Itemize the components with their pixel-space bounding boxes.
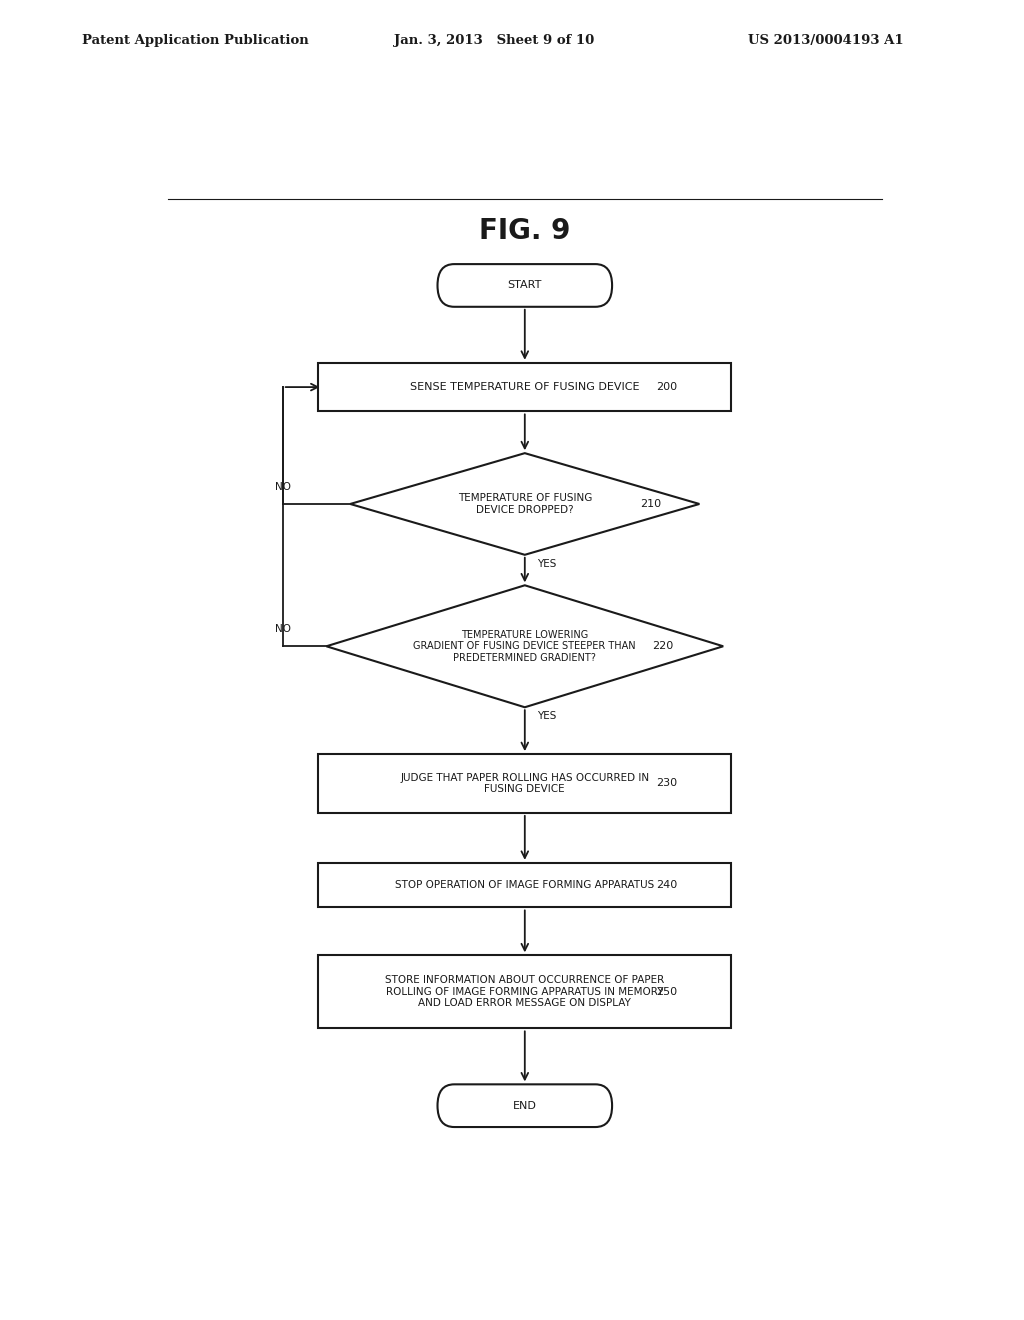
Text: 210: 210 bbox=[640, 499, 662, 510]
Text: TEMPERATURE LOWERING
GRADIENT OF FUSING DEVICE STEEPER THAN
PREDETERMINED GRADIE: TEMPERATURE LOWERING GRADIENT OF FUSING … bbox=[414, 630, 636, 663]
FancyBboxPatch shape bbox=[437, 1084, 612, 1127]
Bar bbox=[318, 754, 731, 813]
Polygon shape bbox=[350, 453, 699, 554]
Text: NO: NO bbox=[274, 482, 291, 492]
Text: FIG. 9: FIG. 9 bbox=[479, 218, 570, 246]
Text: 220: 220 bbox=[652, 642, 673, 651]
FancyBboxPatch shape bbox=[437, 264, 612, 306]
Bar bbox=[318, 863, 731, 907]
Polygon shape bbox=[327, 585, 723, 708]
Text: END: END bbox=[513, 1101, 537, 1110]
Text: Patent Application Publication: Patent Application Publication bbox=[82, 34, 308, 48]
Bar bbox=[318, 956, 731, 1028]
Text: START: START bbox=[508, 280, 542, 290]
Text: 230: 230 bbox=[655, 779, 677, 788]
Text: 250: 250 bbox=[655, 987, 677, 997]
Text: YES: YES bbox=[537, 558, 556, 569]
Text: NO: NO bbox=[274, 624, 291, 634]
Text: YES: YES bbox=[537, 711, 556, 721]
Text: Jan. 3, 2013   Sheet 9 of 10: Jan. 3, 2013 Sheet 9 of 10 bbox=[394, 34, 595, 48]
Text: 240: 240 bbox=[655, 880, 677, 890]
Text: STOP OPERATION OF IMAGE FORMING APPARATUS: STOP OPERATION OF IMAGE FORMING APPARATU… bbox=[395, 880, 654, 890]
Text: US 2013/0004193 A1: US 2013/0004193 A1 bbox=[748, 34, 903, 48]
Text: STORE INFORMATION ABOUT OCCURRENCE OF PAPER
ROLLING OF IMAGE FORMING APPARATUS I: STORE INFORMATION ABOUT OCCURRENCE OF PA… bbox=[385, 975, 665, 1008]
Text: TEMPERATURE OF FUSING
DEVICE DROPPED?: TEMPERATURE OF FUSING DEVICE DROPPED? bbox=[458, 494, 592, 515]
Bar bbox=[318, 363, 731, 412]
Text: JUDGE THAT PAPER ROLLING HAS OCCURRED IN
FUSING DEVICE: JUDGE THAT PAPER ROLLING HAS OCCURRED IN… bbox=[400, 772, 649, 795]
Text: SENSE TEMPERATURE OF FUSING DEVICE: SENSE TEMPERATURE OF FUSING DEVICE bbox=[410, 381, 640, 392]
Text: 200: 200 bbox=[655, 381, 677, 392]
